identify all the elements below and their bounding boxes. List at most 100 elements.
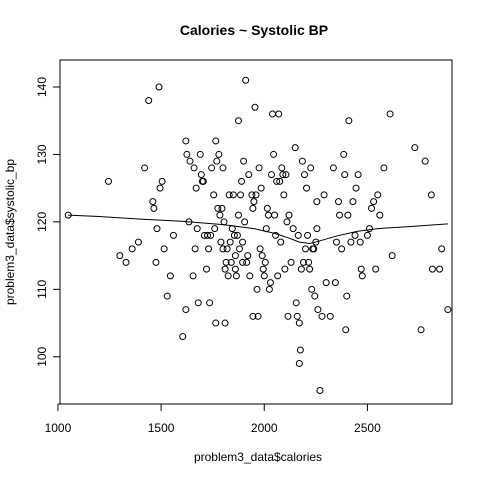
data-point xyxy=(156,184,164,192)
data-point xyxy=(322,279,330,287)
data-point xyxy=(300,171,308,179)
data-point xyxy=(226,238,234,246)
data-point xyxy=(222,258,230,266)
data-point xyxy=(241,218,249,226)
x-tick-label: 1500 xyxy=(148,421,175,435)
data-point xyxy=(122,258,130,266)
data-point xyxy=(338,245,346,253)
data-point xyxy=(263,204,271,212)
data-point xyxy=(221,319,229,327)
data-point xyxy=(314,306,322,314)
chart-title: Calories ~ Systolic BP xyxy=(180,22,328,38)
data-point xyxy=(194,299,202,307)
data-point xyxy=(272,231,280,239)
data-point xyxy=(427,191,435,199)
data-point xyxy=(297,265,305,273)
data-point xyxy=(149,198,157,206)
data-point xyxy=(227,258,235,266)
data-point xyxy=(210,191,218,199)
data-point xyxy=(230,231,238,239)
data-point xyxy=(239,238,247,246)
data-point xyxy=(344,211,352,219)
data-point xyxy=(220,218,228,226)
data-point xyxy=(216,211,224,219)
data-point xyxy=(313,225,321,233)
data-point xyxy=(163,292,171,300)
data-point xyxy=(266,279,274,287)
plot-frame xyxy=(59,59,453,405)
data-point xyxy=(219,245,227,253)
data-point xyxy=(221,265,229,273)
y-axis: 100 110 120 130 140 xyxy=(35,77,61,367)
data-point xyxy=(340,150,348,158)
x-axis: 1000 1500 2000 2500 xyxy=(45,403,381,435)
data-point xyxy=(191,245,199,253)
data-point xyxy=(250,198,258,206)
data-point xyxy=(363,231,371,239)
data-point xyxy=(152,258,160,266)
data-point xyxy=(303,184,311,192)
data-point xyxy=(259,265,267,273)
data-point xyxy=(183,150,191,158)
data-point xyxy=(253,285,261,293)
data-point xyxy=(368,204,376,212)
data-point xyxy=(329,164,337,172)
data-point xyxy=(417,326,425,334)
data-point xyxy=(249,312,257,320)
data-point xyxy=(331,279,339,287)
data-point xyxy=(293,312,301,320)
data-point xyxy=(234,117,242,125)
data-point xyxy=(233,231,241,239)
data-point xyxy=(320,191,328,199)
data-point xyxy=(341,171,349,179)
data-point xyxy=(335,198,343,206)
data-point xyxy=(307,164,315,172)
data-point xyxy=(234,211,242,219)
data-point xyxy=(267,171,275,179)
data-point xyxy=(206,299,214,307)
data-point xyxy=(207,231,215,239)
data-point xyxy=(158,177,166,185)
data-point xyxy=(128,245,136,253)
data-point xyxy=(155,83,163,91)
data-point xyxy=(356,238,364,246)
data-point xyxy=(249,204,257,212)
x-tick-label: 2000 xyxy=(251,421,278,435)
x-tick-label: 2500 xyxy=(354,421,381,435)
data-point xyxy=(205,245,213,253)
data-point xyxy=(225,191,233,199)
data-point xyxy=(197,171,205,179)
data-point xyxy=(252,191,260,199)
data-point xyxy=(310,245,318,253)
data-point xyxy=(232,272,240,280)
data-point xyxy=(199,177,207,185)
data-point xyxy=(428,265,436,273)
data-point xyxy=(312,238,320,246)
data-point xyxy=(311,292,319,300)
data-point xyxy=(182,306,190,314)
data-point xyxy=(246,272,254,280)
data-point xyxy=(295,319,303,327)
data-point xyxy=(278,164,286,172)
data-point xyxy=(280,191,288,199)
data-point xyxy=(215,150,223,158)
data-point xyxy=(276,177,284,185)
data-point xyxy=(190,164,198,172)
data-point xyxy=(273,177,281,185)
data-point xyxy=(264,211,272,219)
data-point xyxy=(298,157,306,165)
data-point xyxy=(255,164,263,172)
data-point xyxy=(284,312,292,320)
data-point xyxy=(438,245,446,253)
data-point xyxy=(289,225,297,233)
data-point xyxy=(202,265,210,273)
data-point xyxy=(218,204,226,212)
data-point xyxy=(386,110,394,118)
data-point xyxy=(238,177,246,185)
data-point xyxy=(295,360,303,368)
data-point xyxy=(345,117,353,125)
data-point xyxy=(248,191,256,199)
data-point xyxy=(208,164,216,172)
